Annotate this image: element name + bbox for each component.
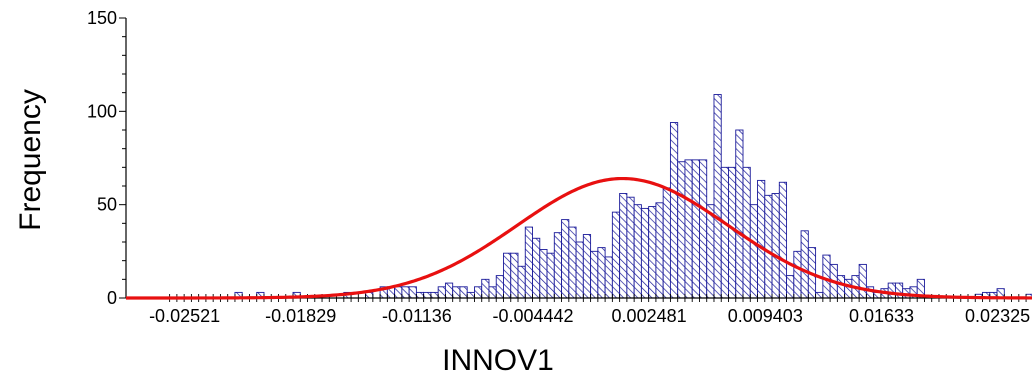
histogram-bar <box>503 252 512 299</box>
histogram-bars <box>234 94 1032 299</box>
histogram-bar <box>640 207 650 299</box>
histogram-bar <box>466 291 475 299</box>
x-tick-label: 0.009403 <box>728 306 803 326</box>
normal-fit-curve <box>126 176 1032 300</box>
tick-labels: 0 50 100 150 -0.02521 -0.01829 -0.01136 -0.0044… <box>87 8 1030 326</box>
y-tick-label: 150 <box>87 8 117 28</box>
histogram-bar <box>735 129 744 299</box>
histogram-bar <box>394 286 403 299</box>
histogram-bar <box>481 278 490 299</box>
histogram-bar <box>706 204 715 299</box>
y-tick-label: 50 <box>97 195 117 215</box>
histogram-bar <box>604 256 613 299</box>
x-tick-label: -0.01136 <box>382 306 452 326</box>
histogram-bar <box>553 232 563 299</box>
histogram-bar <box>561 219 570 299</box>
histogram-bar <box>575 241 584 299</box>
histogram-bar <box>452 286 461 299</box>
histogram-bar <box>474 286 483 299</box>
histogram-bar <box>771 193 780 299</box>
histogram-bar <box>713 94 722 299</box>
histogram-bar <box>699 159 708 299</box>
y-tick-label: 100 <box>87 101 117 121</box>
histogram-bar <box>793 250 802 299</box>
histogram-bar <box>887 282 896 299</box>
histogram-bar <box>757 179 766 299</box>
histogram-bar <box>728 166 737 299</box>
histogram-bar <box>582 234 592 299</box>
histogram-bar <box>568 226 577 299</box>
histogram-bar <box>423 291 432 299</box>
y-tick-label: 0 <box>107 288 117 308</box>
y-axis-title: Frequency <box>14 89 47 231</box>
histogram-bar <box>430 291 439 299</box>
histogram-bar <box>633 204 642 299</box>
histogram-bar <box>778 181 788 299</box>
histogram-bar <box>611 211 621 299</box>
x-tick-label: 0.02325 <box>965 306 1030 326</box>
histogram-bar <box>655 202 664 299</box>
histogram-bar <box>408 286 417 299</box>
histogram-bar <box>858 263 867 299</box>
histogram-bar <box>597 247 606 299</box>
histogram-bar <box>532 237 541 299</box>
histogram-bar <box>495 275 504 299</box>
histogram-bar <box>517 265 526 299</box>
histogram-bar <box>510 252 519 299</box>
histogram-bar <box>401 286 410 299</box>
histogram-bar <box>524 226 533 299</box>
histogram-bar <box>648 206 657 299</box>
histogram-bar <box>742 166 751 299</box>
histogram-bar <box>539 249 548 299</box>
histogram-bar <box>669 122 679 299</box>
histogram-bar <box>800 230 809 299</box>
histogram-bar <box>437 286 446 299</box>
x-tick-label: 0.01633 <box>849 306 914 326</box>
histogram-bar <box>619 193 628 299</box>
histogram-bar <box>815 291 824 299</box>
histogram-bar <box>749 204 758 299</box>
histogram-bar <box>684 159 693 299</box>
x-tick-label: -0.01829 <box>265 306 336 326</box>
histogram-bar <box>836 275 846 299</box>
histogram-bar <box>488 286 497 299</box>
x-tick-label: -0.02521 <box>149 306 220 326</box>
histogram-bar <box>662 187 671 299</box>
histogram-bar <box>786 275 795 299</box>
histogram-bar <box>822 254 831 299</box>
x-axis-title: INNOV1 <box>442 344 554 377</box>
histogram-bar <box>720 166 729 299</box>
histogram-bar <box>691 159 700 299</box>
histogram-bar <box>546 252 555 299</box>
histogram-bar <box>590 250 599 299</box>
x-tick-label: 0.002481 <box>612 306 687 326</box>
histogram-bar <box>459 286 468 299</box>
histogram-bar <box>844 278 853 299</box>
histogram-bar <box>677 161 686 299</box>
histogram-bar <box>626 196 635 299</box>
histogram-bar <box>444 282 454 299</box>
histogram-bar <box>415 291 425 299</box>
x-tick-label: -0.004442 <box>492 306 573 326</box>
histogram-bar <box>764 194 773 299</box>
